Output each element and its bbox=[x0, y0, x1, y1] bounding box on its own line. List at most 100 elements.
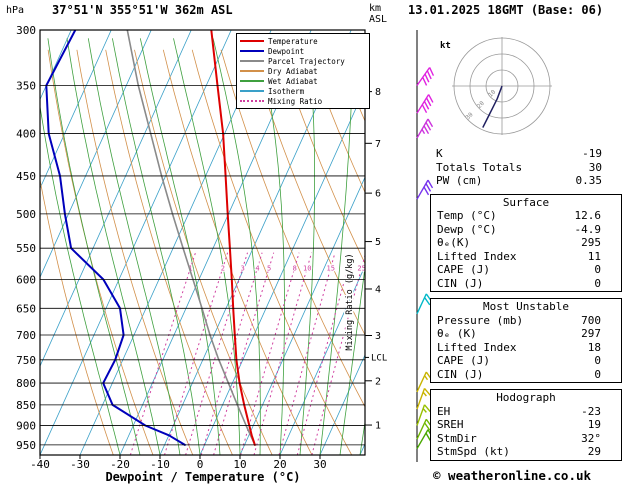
svg-text:750: 750 bbox=[16, 354, 36, 367]
index-row: EH -23 bbox=[431, 405, 621, 419]
legend-line-sample bbox=[240, 90, 264, 92]
km-axis-title: km ASL bbox=[369, 3, 387, 25]
svg-text:5: 5 bbox=[267, 264, 271, 272]
svg-text:550: 550 bbox=[16, 242, 36, 255]
legend-item-label: Mixing Ratio bbox=[268, 96, 323, 106]
legend-item-label: Dewpoint bbox=[268, 46, 305, 56]
svg-text:2: 2 bbox=[375, 376, 381, 387]
page-title: 37°51'N 355°51'W 362m ASL bbox=[52, 3, 233, 17]
index-label: CAPE (J) bbox=[437, 354, 490, 367]
svg-text:10: 10 bbox=[233, 458, 246, 471]
index-value: -19 bbox=[582, 147, 602, 160]
index-value: 29 bbox=[587, 445, 601, 458]
svg-text:600: 600 bbox=[16, 274, 36, 287]
legend-item: Dry Adiabat bbox=[240, 66, 366, 76]
index-label: CAPE (J) bbox=[437, 263, 490, 276]
indices-top-rows: K -19 Totals Totals 30 PW (cm) 0.35 bbox=[430, 147, 622, 188]
index-row: Lifted Index 18 bbox=[431, 341, 621, 355]
svg-text:900: 900 bbox=[16, 419, 36, 432]
index-label: StmSpd (kt) bbox=[437, 445, 510, 458]
legend-item-label: Wet Adiabat bbox=[268, 76, 318, 86]
svg-text:1: 1 bbox=[375, 421, 381, 432]
legend-item: Mixing Ratio bbox=[240, 96, 366, 106]
legend-line-sample bbox=[240, 70, 264, 72]
index-row: Pressure (mb) 700 bbox=[431, 314, 621, 328]
index-label: Totals Totals bbox=[436, 160, 523, 174]
most-unstable-section-title: Most Unstable bbox=[482, 300, 570, 313]
index-label: CIN (J) bbox=[437, 276, 484, 290]
index-row: CAPE (J) 0 bbox=[431, 263, 621, 277]
svg-text:350: 350 bbox=[16, 79, 36, 92]
most-unstable-section: Most Unstable Pressure (mb) 700 θₑ (K) 2… bbox=[430, 298, 622, 383]
svg-text:-10: -10 bbox=[150, 458, 170, 471]
svg-text:20: 20 bbox=[273, 458, 286, 471]
index-label: Temp (°C) bbox=[437, 209, 497, 222]
svg-text:30: 30 bbox=[313, 458, 326, 471]
km-axis-title-km: km bbox=[369, 3, 382, 14]
index-label: SREH bbox=[437, 418, 464, 431]
index-value: 30 bbox=[588, 160, 602, 174]
index-row: K -19 bbox=[430, 147, 622, 161]
svg-text:6: 6 bbox=[375, 189, 381, 200]
svg-text:4: 4 bbox=[255, 264, 259, 272]
legend-line-sample bbox=[240, 100, 264, 102]
svg-text:3: 3 bbox=[241, 264, 245, 272]
index-value: 295 bbox=[581, 236, 601, 249]
svg-text:7: 7 bbox=[375, 139, 381, 150]
index-value: 297 bbox=[581, 327, 601, 340]
index-label: K bbox=[436, 147, 443, 160]
svg-text:950: 950 bbox=[16, 439, 36, 452]
legend-item-label: Temperature bbox=[268, 36, 318, 46]
svg-text:500: 500 bbox=[16, 208, 36, 221]
svg-text:10: 10 bbox=[303, 264, 311, 272]
svg-text:30: 30 bbox=[465, 111, 475, 121]
svg-text:450: 450 bbox=[16, 170, 36, 183]
index-label: θₑ(K) bbox=[437, 236, 471, 249]
svg-text:Mixing Ratio (g/kg): Mixing Ratio (g/kg) bbox=[345, 253, 355, 350]
surface-section: Surface Temp (°C) 12.6 Dewp (°C) -4.9 θₑ… bbox=[430, 193, 622, 292]
legend-item-label: Parcel Trajectory bbox=[268, 56, 345, 66]
index-row: Lifted Index 11 bbox=[431, 250, 621, 264]
index-row: θₑ (K) 297 bbox=[431, 327, 621, 341]
index-row: CAPE (J) 0 bbox=[431, 354, 621, 368]
svg-text:20: 20 bbox=[344, 264, 352, 272]
legend-item: Parcel Trajectory bbox=[240, 56, 366, 66]
svg-text:25: 25 bbox=[357, 264, 365, 272]
legend-item: Wet Adiabat bbox=[240, 76, 366, 86]
legend-item: Temperature bbox=[240, 36, 366, 46]
index-row: Dewp (°C) -4.9 bbox=[431, 223, 621, 237]
index-value: 19 bbox=[587, 418, 601, 431]
svg-text:850: 850 bbox=[16, 399, 36, 412]
index-label: PW (cm) bbox=[436, 174, 483, 187]
svg-text:8: 8 bbox=[293, 264, 297, 272]
legend-line-sample bbox=[240, 60, 264, 62]
svg-text:10: 10 bbox=[487, 88, 497, 98]
index-value: 0.35 bbox=[575, 174, 603, 187]
svg-text:400: 400 bbox=[16, 128, 36, 141]
legend-line-sample bbox=[240, 50, 264, 52]
index-label: θₑ (K) bbox=[437, 327, 477, 340]
datetime-label: 13.01.2025 18GMT (Base: 06) bbox=[408, 3, 604, 17]
svg-text:650: 650 bbox=[16, 302, 36, 315]
legend-item: Isotherm bbox=[240, 86, 366, 96]
svg-text:4: 4 bbox=[375, 284, 381, 295]
copyright-label: © weatheronline.co.uk bbox=[433, 468, 592, 483]
index-row: StmDir 32° bbox=[431, 432, 621, 446]
pressure-axis-unit: hPa bbox=[6, 5, 25, 16]
km-axis-title-asl: ASL bbox=[369, 14, 388, 25]
index-row: Temp (°C) 12.6 bbox=[431, 209, 621, 223]
index-row: SREH 19 bbox=[431, 418, 621, 432]
index-value: 12.6 bbox=[574, 209, 602, 222]
svg-text:kt: kt bbox=[440, 41, 451, 51]
svg-text:0: 0 bbox=[197, 458, 204, 471]
index-row: CIN (J) 0 bbox=[431, 368, 621, 382]
svg-text:8: 8 bbox=[375, 87, 381, 98]
index-value: -23 bbox=[581, 404, 601, 418]
legend-item: Dewpoint bbox=[240, 46, 366, 56]
svg-text:5: 5 bbox=[375, 237, 381, 248]
svg-text:700: 700 bbox=[16, 329, 36, 342]
index-value: 11 bbox=[587, 249, 601, 263]
svg-text:3: 3 bbox=[375, 331, 381, 342]
